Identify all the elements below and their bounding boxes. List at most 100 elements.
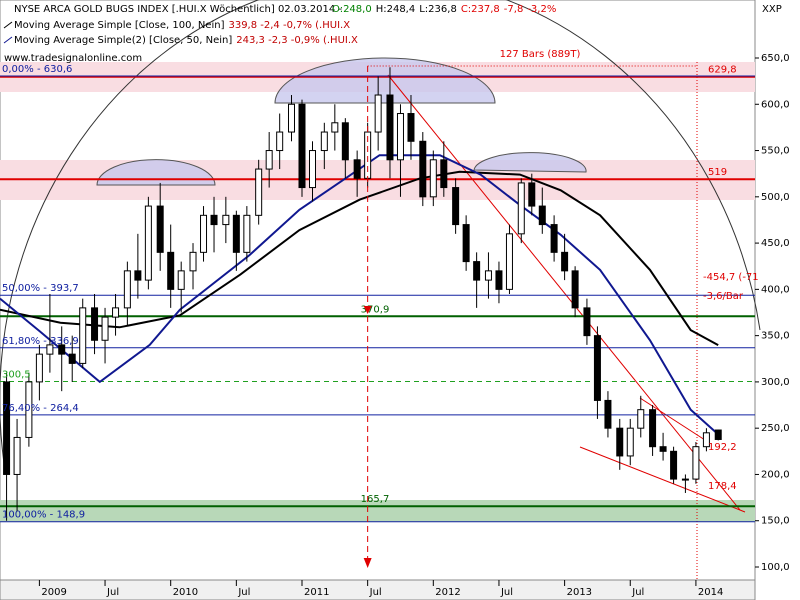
y-tick-label: 300,0 — [761, 377, 790, 388]
candle-body — [396, 113, 404, 161]
x-tick-label: 2012 — [435, 587, 460, 598]
candle-body — [167, 251, 175, 290]
candle-body — [583, 307, 591, 337]
x-tick-label: 2013 — [567, 587, 592, 598]
trend-line — [387, 74, 741, 511]
candle-body — [681, 478, 689, 481]
x-tick-label: 2014 — [698, 587, 723, 598]
legend-label: Moving Average Simple [Close, 100, Nein] — [14, 20, 225, 31]
corner-label: XXP — [762, 4, 782, 15]
ohlc-value: -3,2% — [527, 4, 556, 15]
candle-body — [604, 399, 612, 429]
candle-body — [374, 94, 382, 133]
level-label: 629,8 — [708, 65, 737, 76]
candle-body — [649, 409, 657, 448]
candle-body — [298, 103, 306, 189]
level-label: 100,00% - 148,9 — [2, 510, 85, 521]
y-tick-label: 500,0 — [761, 192, 790, 203]
candle-body — [265, 150, 273, 170]
legend-info: 243,3 -2,3 -0,9% (.HUI.X — [236, 35, 358, 46]
candle-body — [341, 122, 349, 161]
level-label: 76,40% - 264,4 — [2, 403, 79, 414]
candle-body — [3, 381, 11, 475]
candle-body — [255, 168, 263, 216]
candle-body — [659, 446, 667, 452]
trend-line — [579, 446, 746, 513]
candle-body — [626, 427, 634, 457]
candle-body — [25, 381, 33, 438]
candle-body — [112, 307, 120, 318]
ohlc-value: -7,8 — [504, 4, 524, 15]
candle-body — [243, 214, 251, 253]
candle-body — [101, 316, 109, 341]
ohlc-value: C:237,8 — [461, 4, 500, 15]
x-tick-label: Jul — [631, 587, 644, 598]
candle-body — [505, 233, 513, 290]
candle-body — [429, 159, 437, 198]
x-tick-label: Jul — [237, 587, 250, 598]
candle-body — [144, 205, 152, 281]
legend-swatch — [3, 36, 13, 44]
candle-body — [353, 159, 361, 179]
legend-info: 339,8 -2,4 -0,7% (.HUI.X — [228, 20, 350, 31]
candle-body — [714, 429, 722, 440]
source: www.tradesignalonline.com — [4, 53, 142, 64]
candle-body — [189, 251, 197, 272]
ohlc-value: O:248,0 — [332, 4, 372, 15]
candle-body — [538, 205, 546, 226]
level-label: 300,5 — [2, 369, 31, 380]
x-tick-label: 2010 — [173, 587, 198, 598]
candle-body — [386, 94, 394, 161]
candle-body — [550, 224, 558, 253]
candle-body — [702, 432, 710, 448]
y-tick-label: 650,0 — [761, 53, 790, 64]
candle-body — [440, 159, 448, 189]
candle-body — [222, 214, 230, 226]
x-tick-label: 2009 — [41, 587, 66, 598]
y-tick-label: 100,0 — [761, 562, 790, 573]
candle-body — [232, 214, 240, 253]
annotation: -454,7 (-71 — [703, 272, 759, 283]
ohlc-value: H:248,4 — [376, 4, 416, 15]
y-tick-label: 150,0 — [761, 516, 790, 527]
candle-body — [528, 182, 536, 207]
level-label: 50,00% - 393,7 — [2, 283, 79, 294]
candle-body — [46, 344, 54, 355]
candle-body — [495, 270, 503, 290]
level-label: 0,00% - 630,6 — [2, 64, 72, 75]
candle-body — [331, 122, 339, 133]
x-tick-label: 2011 — [304, 587, 329, 598]
marker-label: 127 Bars (889T) — [500, 49, 581, 60]
candle-body — [473, 261, 481, 281]
candle-body — [287, 103, 295, 133]
candle-body — [79, 307, 87, 364]
candle-body — [13, 436, 21, 475]
candle-body — [517, 182, 525, 235]
x-tick-label: Jul — [369, 587, 382, 598]
candle-body — [156, 205, 164, 253]
candle-body — [571, 270, 579, 309]
candle-body — [419, 140, 427, 198]
candle-body — [210, 214, 218, 226]
candle-body — [670, 450, 678, 480]
legend-swatch — [3, 21, 13, 29]
ohlc-value: L:236,8 — [419, 4, 457, 15]
candle-body — [123, 270, 131, 309]
candle-body — [35, 353, 43, 383]
y-tick-label: 350,0 — [761, 331, 790, 342]
candle-body — [637, 409, 645, 429]
title: NYSE ARCA GOLD BUGS INDEX [.HUI.X Wöchen… — [14, 4, 342, 15]
level-label: 61,80% - 336,9 — [2, 336, 79, 347]
candle-body — [616, 427, 624, 457]
candle-body — [452, 187, 460, 226]
dome — [473, 152, 587, 173]
candle-body — [177, 270, 185, 290]
x-tick-label: Jul — [500, 587, 513, 598]
moving-average — [0, 154, 719, 436]
level-label: 165,7 — [361, 494, 390, 505]
candle-body — [91, 307, 99, 341]
candle-body — [484, 270, 492, 281]
candle-body — [68, 353, 76, 364]
y-tick-label: 400,0 — [761, 284, 790, 295]
